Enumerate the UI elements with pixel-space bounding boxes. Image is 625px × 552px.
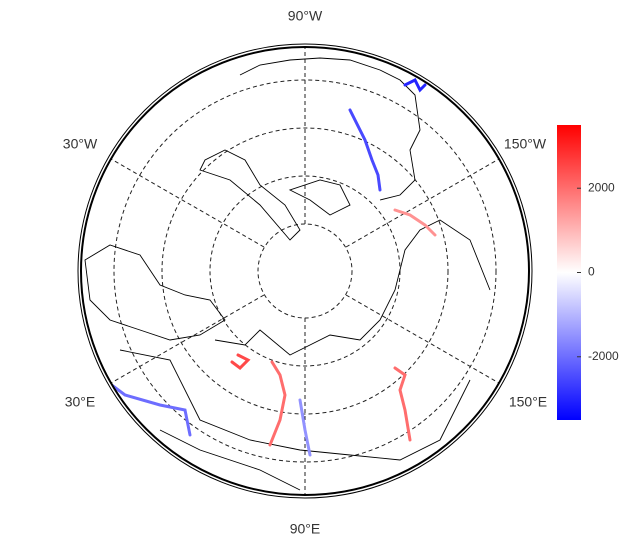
longitude-label: 30°E [65, 394, 96, 410]
graticule [209, 175, 401, 367]
meridian [110, 294, 265, 384]
coastline [214, 219, 491, 356]
river [230, 353, 251, 370]
longitude-label: 90°W [288, 8, 323, 24]
longitude-label: 30°W [63, 136, 98, 152]
meridian [345, 158, 500, 248]
river [103, 378, 192, 437]
coastline [84, 244, 226, 341]
river [393, 366, 412, 442]
map-frame [80, 46, 530, 496]
coastline [288, 179, 351, 216]
river [268, 360, 287, 447]
colorbar-tick-label: -2000 [588, 349, 619, 363]
coastline [199, 149, 301, 241]
river [298, 398, 312, 457]
longitude-label: 150°E [509, 394, 547, 410]
coastline [239, 57, 421, 201]
colorbar-tick-label: 2000 [588, 180, 615, 194]
colorbar-tick-label: 0 [588, 265, 595, 279]
river [348, 108, 382, 192]
meridian [110, 158, 265, 248]
border [159, 429, 301, 491]
graticule [161, 127, 449, 415]
map-body [84, 47, 500, 495]
graticule [257, 223, 353, 319]
map-frame [77, 43, 533, 499]
meridian [345, 294, 500, 384]
river [393, 208, 437, 237]
longitude-label: 150°W [504, 136, 547, 152]
border [119, 349, 471, 461]
river [403, 77, 427, 93]
rivers [103, 77, 437, 457]
longitude-label: 90°E [290, 521, 321, 537]
